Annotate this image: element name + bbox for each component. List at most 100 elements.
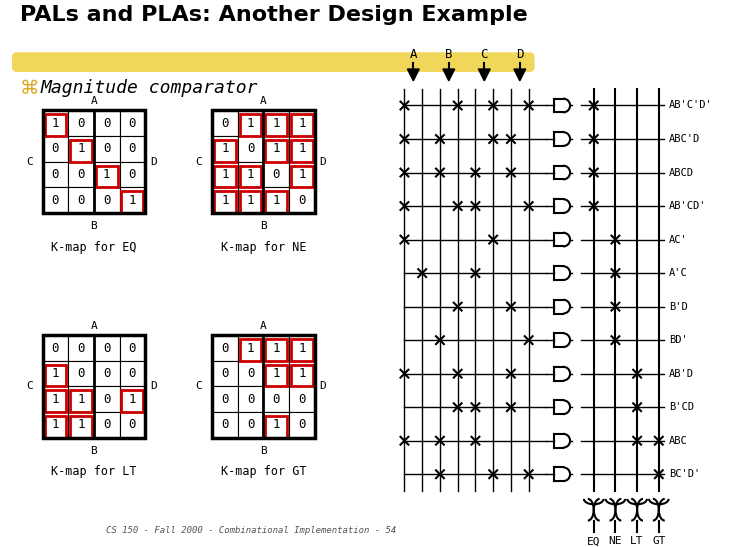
Text: 0: 0 xyxy=(103,367,110,380)
Bar xyxy=(42,412,68,438)
Text: 1: 1 xyxy=(77,418,85,432)
Bar xyxy=(42,136,68,162)
Text: EQ: EQ xyxy=(587,537,601,546)
Text: A'C: A'C xyxy=(669,268,688,278)
Text: 1: 1 xyxy=(247,194,254,207)
Bar xyxy=(266,140,287,162)
Bar xyxy=(264,387,289,412)
Bar xyxy=(94,335,120,361)
FancyBboxPatch shape xyxy=(12,53,534,72)
Bar xyxy=(264,412,289,438)
Text: 1: 1 xyxy=(52,117,59,130)
Bar xyxy=(212,136,238,162)
Text: NE: NE xyxy=(609,537,622,546)
Text: Magnitude comparator: Magnitude comparator xyxy=(41,79,258,97)
Text: PALs and PLAs: Another Design Example: PALs and PLAs: Another Design Example xyxy=(20,5,528,25)
Bar xyxy=(94,412,120,438)
Text: K-map for NE: K-map for NE xyxy=(220,241,306,254)
Polygon shape xyxy=(407,69,419,81)
Text: 1: 1 xyxy=(52,367,59,380)
Text: 1: 1 xyxy=(272,367,280,380)
Text: 0: 0 xyxy=(247,367,254,380)
Text: D: D xyxy=(150,156,157,167)
Text: 1: 1 xyxy=(77,393,85,406)
Bar xyxy=(266,114,287,136)
Bar xyxy=(94,361,120,387)
Bar xyxy=(120,335,145,361)
Bar xyxy=(289,335,315,361)
Bar xyxy=(291,140,312,162)
Bar xyxy=(42,335,68,361)
Text: D: D xyxy=(516,48,523,61)
Bar xyxy=(68,335,94,361)
Text: 1: 1 xyxy=(298,168,306,181)
Text: 1: 1 xyxy=(52,393,59,406)
Text: 1: 1 xyxy=(272,194,280,207)
Bar xyxy=(94,187,120,213)
Bar xyxy=(266,416,287,438)
Text: 0: 0 xyxy=(52,142,59,155)
Text: 0: 0 xyxy=(128,418,136,432)
Bar xyxy=(238,136,264,162)
Bar xyxy=(45,391,66,412)
Text: 1: 1 xyxy=(52,418,59,432)
Text: 0: 0 xyxy=(103,341,110,354)
Bar xyxy=(70,391,92,412)
Bar xyxy=(264,136,289,162)
Text: 1: 1 xyxy=(247,168,254,181)
Text: 1: 1 xyxy=(298,341,306,354)
Text: 1: 1 xyxy=(221,168,228,181)
Polygon shape xyxy=(443,69,455,81)
Bar xyxy=(212,335,238,361)
Text: D: D xyxy=(320,156,326,167)
Bar xyxy=(42,361,68,387)
Bar xyxy=(289,361,315,387)
Text: C: C xyxy=(196,381,202,392)
Text: 1: 1 xyxy=(298,142,306,155)
Text: D: D xyxy=(150,381,157,392)
Text: B: B xyxy=(91,221,97,231)
Text: A: A xyxy=(91,96,97,107)
Text: A: A xyxy=(260,321,267,331)
Text: 1: 1 xyxy=(128,194,136,207)
Text: 0: 0 xyxy=(52,341,59,354)
Text: BC'D': BC'D' xyxy=(669,469,700,479)
Text: 0: 0 xyxy=(221,418,228,432)
Bar xyxy=(289,387,315,412)
Bar xyxy=(212,110,315,213)
Text: 0: 0 xyxy=(128,168,136,181)
Text: 0: 0 xyxy=(221,367,228,380)
Text: 0: 0 xyxy=(103,194,110,207)
Bar xyxy=(68,136,94,162)
Bar xyxy=(291,114,312,136)
Text: 0: 0 xyxy=(103,142,110,155)
Bar xyxy=(239,166,261,187)
Bar xyxy=(238,412,264,438)
Text: 1: 1 xyxy=(272,418,280,432)
Bar xyxy=(68,387,94,412)
Bar xyxy=(68,412,94,438)
Text: A: A xyxy=(260,96,267,107)
Bar xyxy=(289,187,315,213)
Bar xyxy=(238,162,264,187)
Text: 1: 1 xyxy=(128,393,136,406)
Bar xyxy=(96,166,118,187)
Bar xyxy=(212,412,238,438)
Text: B: B xyxy=(91,446,97,456)
Bar xyxy=(42,162,68,187)
Text: 1: 1 xyxy=(77,142,85,155)
Bar xyxy=(291,339,312,361)
Text: 0: 0 xyxy=(221,393,228,406)
Text: 0: 0 xyxy=(298,418,306,432)
Text: 0: 0 xyxy=(128,142,136,155)
Text: 1: 1 xyxy=(221,194,228,207)
Bar xyxy=(121,191,143,213)
Text: 0: 0 xyxy=(77,168,85,181)
Bar xyxy=(238,110,264,136)
Text: 0: 0 xyxy=(247,418,254,432)
Bar xyxy=(214,140,236,162)
Text: 1: 1 xyxy=(247,117,254,130)
Text: BD': BD' xyxy=(669,335,688,345)
Text: 0: 0 xyxy=(77,367,85,380)
Bar xyxy=(120,387,145,412)
